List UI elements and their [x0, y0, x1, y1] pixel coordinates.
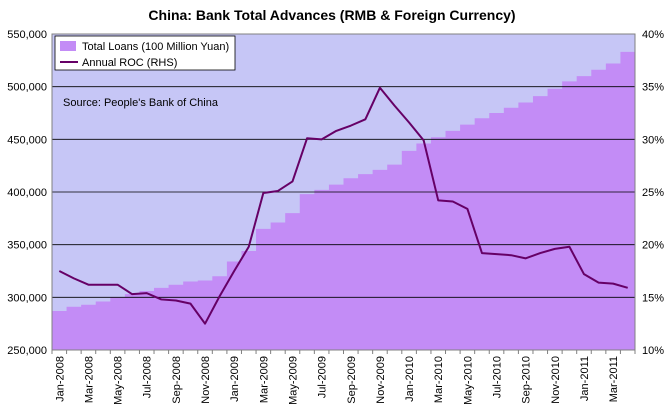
x-axis-tick-label: Jan-2010 [404, 356, 416, 402]
left-axis-tick-label: 550,000 [7, 29, 47, 41]
x-axis-tick-label: Nov-2010 [550, 356, 562, 404]
x-axis-tick-label: Jul-2008 [142, 356, 154, 398]
right-axis-tick-label: 20% [642, 240, 664, 252]
x-axis-tick-label: Jul-2009 [317, 356, 329, 398]
x-axis-tick-label: Mar-2011 [608, 356, 620, 402]
loans-area [52, 51, 635, 350]
legend-label-loans: Total Loans (100 Million Yuan) [82, 41, 229, 53]
roc-line-layer [58, 86, 628, 325]
x-axis-tick-label: Sep-2008 [171, 356, 183, 404]
x-axis-tick-label: Mar-2008 [83, 356, 95, 403]
x-axis-tick-label: May-2010 [462, 356, 474, 405]
left-axis-tick-label: 350,000 [7, 240, 47, 252]
x-axis-tick-label: Nov-2008 [200, 356, 212, 404]
x-axis-tick-label: May-2008 [113, 356, 125, 405]
loans-area-layer [52, 51, 635, 350]
legend-swatch-loans [60, 41, 76, 51]
roc-line [58, 86, 628, 325]
x-axis-tick-label: Jan-2011 [579, 356, 591, 401]
gridlines [52, 86, 635, 298]
right-axis: 10% 15% 20% 25% 30% 35% 40% [642, 29, 664, 357]
x-axis-tick-label: Nov-2009 [375, 356, 387, 404]
x-axis-tick-label: Mar-2009 [258, 356, 270, 403]
legend-label-roc: Annual ROC (RHS) [82, 57, 177, 69]
left-axis-tick-label: 400,000 [7, 187, 47, 199]
x-axis: Jan-2008 Mar-2008 May-2008 Jul-2008 Sep-2008… [51, 350, 636, 405]
left-axis-tick-label: 300,000 [7, 292, 47, 304]
legend-box [54, 35, 236, 71]
chart-title: China: Bank Total Advances (RMB & Foreig… [148, 7, 515, 23]
right-axis-tick-label: 40% [642, 29, 664, 41]
right-axis-tick-label: 25% [642, 187, 664, 199]
x-axis-tick-label: Mar-2010 [433, 356, 445, 403]
left-axis-tick-label: 450,000 [7, 134, 47, 146]
x-axis-tick-label: Sep-2009 [346, 356, 358, 404]
left-axis-tick-label: 500,000 [7, 82, 47, 94]
x-axis-tick-label: Sep-2010 [521, 356, 533, 404]
left-axis: 250,000 300,000 350,000 400,000 450,000 500,0… [7, 29, 47, 357]
x-axis-tick-label: Jan-2009 [229, 356, 241, 402]
x-axis-tick-label: Jan-2008 [54, 356, 66, 402]
right-axis-tick-label: 15% [642, 292, 664, 304]
right-axis-tick-label: 30% [642, 134, 664, 146]
legend: Total Loans (100 Million Yuan) Annual RO… [54, 35, 236, 71]
x-axis-tick-label: Jul-2010 [492, 356, 504, 398]
right-axis-tick-label: 10% [642, 345, 664, 357]
left-axis-tick-label: 250,000 [7, 345, 47, 357]
right-axis-tick-label: 35% [642, 82, 664, 94]
source-annotation: Source: People's Bank of China [63, 97, 219, 109]
x-axis-tick-label: May-2009 [287, 356, 299, 405]
